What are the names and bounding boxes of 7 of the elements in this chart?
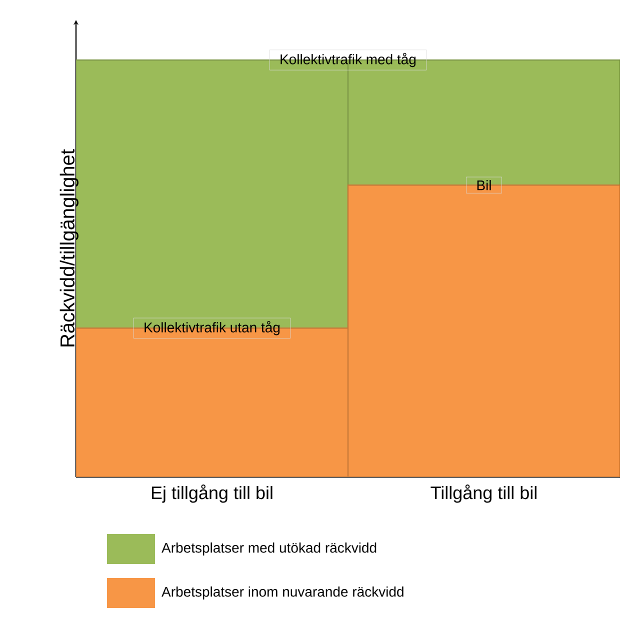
legend-label: Arbetsplatser inom nuvarande räckvidd [162,586,404,600]
annotation: Bil [477,180,491,190]
legend-label: Arbetsplatser med utökad räckvidd [162,542,376,556]
x-tick-label: Tillgång till bil [430,484,536,503]
y-axis-title: Räckvidd/tillgänglighet [60,149,78,346]
x-tick-label: Ej tillgång till bil [152,484,272,503]
annotation: Kollektivtrafik utan tåg [144,321,280,336]
